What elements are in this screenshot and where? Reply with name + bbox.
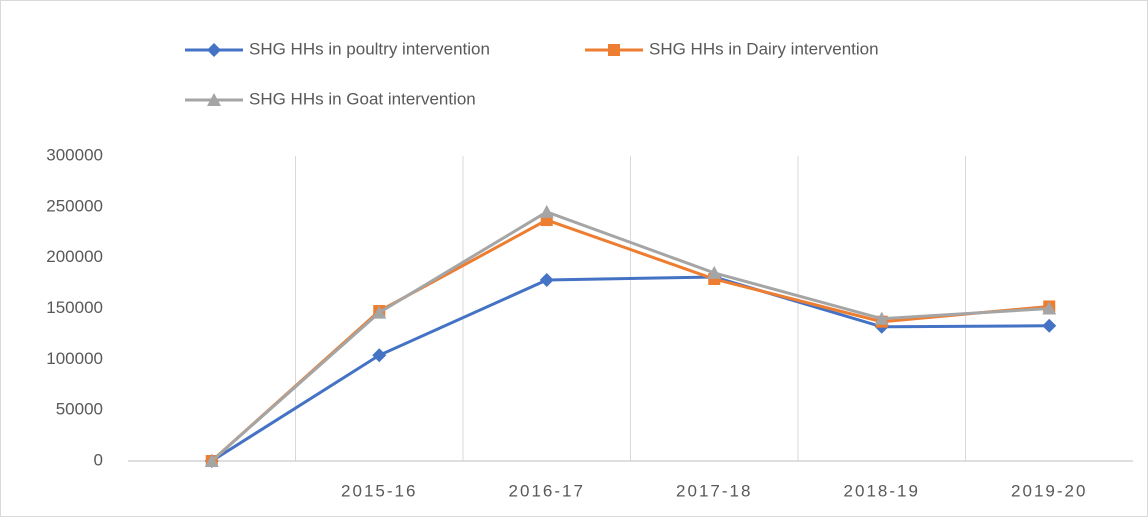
legend-marker bbox=[608, 44, 620, 56]
y-tick-label: 300000 bbox=[46, 145, 103, 164]
data-point bbox=[204, 454, 219, 467]
x-tick-label: 2016-17 bbox=[509, 481, 585, 500]
legend-label: SHG HHs in Goat intervention bbox=[249, 89, 476, 108]
data-point bbox=[539, 273, 554, 288]
x-tick-label: 2018-19 bbox=[844, 481, 920, 500]
data-point bbox=[372, 348, 387, 363]
y-tick-label: 200000 bbox=[46, 247, 103, 266]
y-tick-label: 150000 bbox=[46, 298, 103, 317]
data-point bbox=[1042, 318, 1057, 333]
data-point bbox=[372, 305, 387, 319]
x-tick-label: 2019-20 bbox=[1011, 481, 1087, 500]
y-tick-label: 250000 bbox=[46, 196, 103, 215]
series-line bbox=[210, 275, 1050, 463]
legend-item: SHG HHs in Goat intervention bbox=[185, 89, 476, 108]
legend-label: SHG HHs in Dairy intervention bbox=[649, 39, 879, 58]
data-point bbox=[707, 265, 722, 279]
legend-item: SHG HHs in Dairy intervention bbox=[585, 39, 879, 58]
y-tick-label: 0 bbox=[94, 450, 103, 469]
x-tick-label: 2015-16 bbox=[341, 481, 417, 500]
legend-marker bbox=[207, 43, 221, 57]
data-point bbox=[874, 311, 889, 325]
legend-label: SHG HHs in poultry intervention bbox=[249, 39, 490, 58]
legend-marker bbox=[207, 93, 221, 106]
y-tick-label: 50000 bbox=[56, 400, 103, 419]
x-tick-label: 2017-18 bbox=[676, 481, 752, 500]
y-tick-label: 100000 bbox=[46, 349, 103, 368]
data-point bbox=[539, 204, 554, 218]
series-line bbox=[210, 210, 1050, 463]
data-point bbox=[1042, 301, 1057, 315]
legend-item: SHG HHs in poultry intervention bbox=[185, 39, 490, 58]
